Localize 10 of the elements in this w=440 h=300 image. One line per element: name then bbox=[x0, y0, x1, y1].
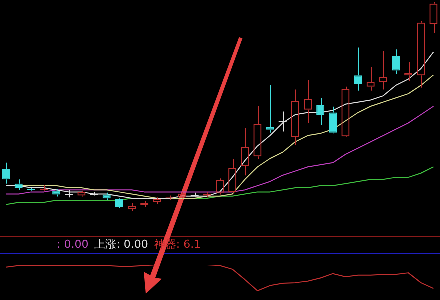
candlestick bbox=[27, 188, 36, 192]
candlestick bbox=[266, 84, 274, 134]
candlestick bbox=[40, 184, 48, 192]
candlestick bbox=[102, 192, 111, 202]
text: : 0.00 bbox=[57, 238, 89, 251]
candlestick bbox=[14, 179, 23, 191]
candlestick bbox=[329, 106, 338, 134]
text: 上涨: 0.00 bbox=[94, 238, 148, 251]
candlestick bbox=[278, 111, 288, 132]
candlestick bbox=[392, 49, 400, 76]
